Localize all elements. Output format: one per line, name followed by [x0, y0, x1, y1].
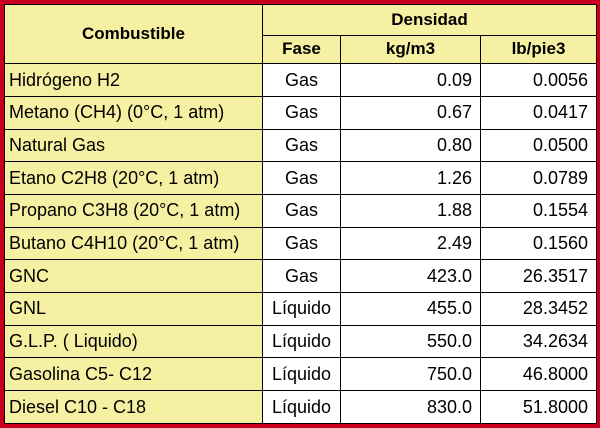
- fase-cell: Líquido: [262, 324, 341, 359]
- fuel-cell: Etano C2H8 (20°C, 1 atm): [4, 161, 263, 196]
- fase-cell: Gas: [262, 63, 341, 97]
- fase-cell: Gas: [262, 194, 341, 228]
- fuel-cell: GNC: [4, 259, 263, 294]
- fuel-cell: Metano (CH4) (0°C, 1 atm): [4, 95, 263, 130]
- header-kgm3: kg/m3: [340, 34, 481, 65]
- fase-cell: Líquido: [262, 292, 341, 326]
- lbpie3-cell: 0.1554: [480, 194, 597, 228]
- table-row: Hidrógeno H2 Gas 0.09 0.0056: [4, 63, 597, 97]
- table-row: Butano C4H10 (20°C, 1 atm) Gas 2.49 0.1560: [4, 226, 597, 261]
- table-row: Diesel C10 - C18 Líquido 830.0 51.8000: [4, 390, 597, 424]
- kgm3-cell: 455.0: [340, 292, 481, 326]
- table-row: Natural Gas Gas 0.80 0.0500: [4, 128, 597, 163]
- table-row: Metano (CH4) (0°C, 1 atm) Gas 0.67 0.0417: [4, 95, 597, 130]
- lbpie3-cell: 28.3452: [480, 292, 597, 326]
- lbpie3-cell: 0.1560: [480, 226, 597, 261]
- density-table-frame: Combustible Densidad Fase kg/m3 lb/pie3 …: [4, 3, 597, 424]
- header-lbpie3: lb/pie3: [480, 34, 597, 65]
- lbpie3-cell: 0.0500: [480, 128, 597, 163]
- fase-cell: Gas: [262, 161, 341, 196]
- fase-cell: Gas: [262, 128, 341, 163]
- lbpie3-cell: 34.2634: [480, 324, 597, 359]
- density-table: Combustible Densidad Fase kg/m3 lb/pie3 …: [4, 3, 597, 424]
- table-row: GNC Gas 423.0 26.3517: [4, 259, 597, 294]
- table-row: Gasolina C5- C12 Líquido 750.0 46.8000: [4, 357, 597, 392]
- fuel-cell: Gasolina C5- C12: [4, 357, 263, 392]
- table-row: Propano C3H8 (20°C, 1 atm) Gas 1.88 0.1554: [4, 194, 597, 228]
- kgm3-cell: 550.0: [340, 324, 481, 359]
- lbpie3-cell: 0.0789: [480, 161, 597, 196]
- fuel-cell: GNL: [4, 292, 263, 326]
- kgm3-cell: 2.49: [340, 226, 481, 261]
- lbpie3-cell: 26.3517: [480, 259, 597, 294]
- fase-cell: Líquido: [262, 357, 341, 392]
- header-densidad: Densidad: [262, 4, 597, 36]
- kgm3-cell: 0.09: [340, 63, 481, 97]
- table-row: Etano C2H8 (20°C, 1 atm) Gas 1.26 0.0789: [4, 161, 597, 196]
- kgm3-cell: 0.80: [340, 128, 481, 163]
- fase-cell: Gas: [262, 259, 341, 294]
- header-row-1: Combustible Densidad: [4, 3, 597, 65]
- fuel-cell: G.L.P. ( Liquido): [4, 324, 263, 359]
- kgm3-cell: 830.0: [340, 390, 481, 424]
- lbpie3-cell: 51.8000: [480, 390, 597, 424]
- header-combustible: Combustible: [4, 3, 263, 65]
- fuel-cell: Natural Gas: [4, 128, 263, 163]
- kgm3-cell: 0.67: [340, 95, 481, 130]
- fuel-cell: Butano C4H10 (20°C, 1 atm): [4, 226, 263, 261]
- header-fase: Fase: [262, 34, 341, 65]
- lbpie3-cell: 46.8000: [480, 357, 597, 392]
- fuel-cell: Propano C3H8 (20°C, 1 atm): [4, 194, 263, 228]
- header-row-2: Fase kg/m3 lb/pie3: [5, 34, 597, 65]
- fase-cell: Líquido: [262, 390, 341, 424]
- fuel-cell: Diesel C10 - C18: [4, 390, 263, 424]
- kgm3-cell: 423.0: [340, 259, 481, 294]
- fase-cell: Gas: [262, 95, 341, 130]
- fuel-cell: Hidrógeno H2: [4, 63, 263, 97]
- kgm3-cell: 1.26: [340, 161, 481, 196]
- lbpie3-cell: 0.0417: [480, 95, 597, 130]
- lbpie3-cell: 0.0056: [480, 63, 597, 97]
- kgm3-cell: 750.0: [340, 357, 481, 392]
- table-row: GNL Líquido 455.0 28.3452: [4, 292, 597, 326]
- kgm3-cell: 1.88: [340, 194, 481, 228]
- table-row: G.L.P. ( Liquido) Líquido 550.0 34.2634: [4, 324, 597, 359]
- fase-cell: Gas: [262, 226, 341, 261]
